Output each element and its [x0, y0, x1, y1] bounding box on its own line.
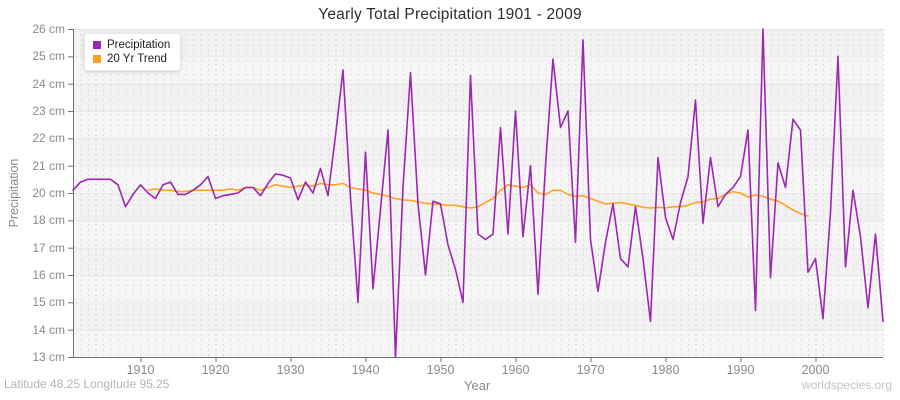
trend-swatch-icon — [93, 55, 101, 63]
watermark: worldspecies.org — [801, 378, 892, 392]
y-tick-label: 16 cm — [32, 268, 65, 282]
y-tick-label: 20 cm — [32, 186, 65, 200]
x-axis-title: Year — [464, 378, 491, 393]
x-tick-label: 2000 — [801, 363, 830, 377]
legend-item-trend[interactable]: 20 Yr Trend — [93, 53, 170, 65]
y-tick-label: 22 cm — [32, 131, 65, 146]
x-tick-label: 1950 — [426, 363, 455, 377]
precipitation-swatch-icon — [93, 41, 101, 49]
legend-item-label: 20 Yr Trend — [107, 53, 167, 65]
x-tick-label: 1980 — [651, 363, 680, 377]
y-tick-label: 13 cm — [32, 350, 65, 364]
trend-line-series — [147, 182, 809, 217]
legend-item-label: Precipitation — [107, 39, 171, 51]
x-tick-label: 1970 — [576, 363, 605, 377]
x-tick-label: 1910 — [126, 363, 155, 377]
x-tick-label: 1990 — [726, 363, 755, 377]
y-tick-label: 24 cm — [32, 76, 65, 91]
y-tick-label: 15 cm — [32, 295, 65, 310]
x-tick-label: 1920 — [201, 363, 230, 377]
y-tick-label: 14 cm — [32, 322, 65, 337]
legend: Precipitation 20 Yr Trend — [84, 33, 182, 71]
precipitation-line-series — [72, 28, 884, 358]
y-tick-label: 18 cm — [32, 213, 65, 228]
y-tick-label: 23 cm — [32, 104, 65, 118]
x-tick-label: 1960 — [501, 363, 530, 377]
y-tick-label: 25 cm — [32, 49, 65, 64]
y-tick-label: 17 cm — [32, 240, 65, 255]
coordinates-caption: Latitude 48.25 Longitude 95.25 — [4, 377, 170, 391]
y-tick-label: 21 cm — [32, 158, 65, 173]
legend-item-precipitation[interactable]: Precipitation — [93, 39, 170, 51]
chart-title: Yearly Total Precipitation 1901 - 2009 — [318, 6, 582, 23]
axes — [68, 29, 883, 362]
x-tick-label: 1940 — [351, 363, 380, 377]
x-tick-label: 1930 — [276, 363, 305, 377]
y-tick-label: 26 cm — [32, 22, 65, 36]
